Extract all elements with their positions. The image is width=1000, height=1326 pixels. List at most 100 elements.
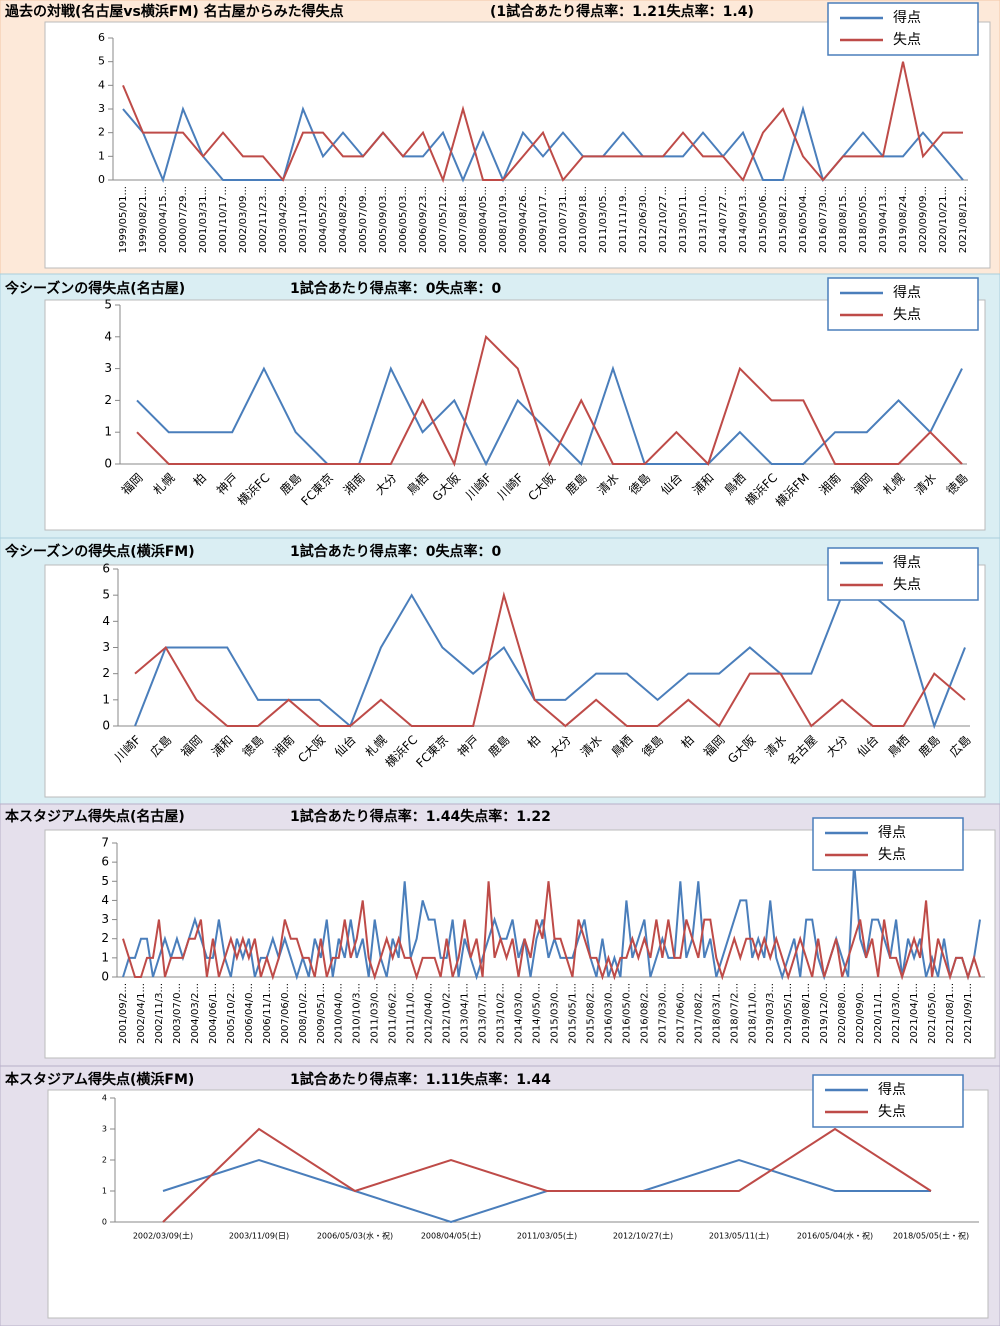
chart-title: 本スタジアム得失点(横浜FM) bbox=[5, 1071, 194, 1088]
x-tick-label: 2003/04/29... bbox=[278, 186, 289, 253]
y-tick-label: 3 bbox=[104, 361, 112, 375]
x-tick-label: 2013/11/10... bbox=[698, 186, 709, 253]
y-tick-label: 7 bbox=[101, 836, 109, 850]
x-tick-label: 2021/05/0... bbox=[927, 983, 938, 1044]
chart-subtitle: 1試合あたり得点率：0失点率：0 bbox=[290, 280, 501, 297]
x-tick-label: 2020/08/0... bbox=[837, 983, 848, 1044]
x-tick-label: 2009/05/1... bbox=[316, 983, 327, 1044]
x-tick-label: 2017/03/0... bbox=[657, 983, 668, 1044]
x-tick-label: 2019/04/13... bbox=[878, 186, 889, 253]
x-tick-label: 2008/10/19... bbox=[498, 186, 509, 253]
x-tick-label: 2013/05/11(土) bbox=[709, 1231, 769, 1241]
x-tick-label: 2019/03/3... bbox=[765, 983, 776, 1044]
x-tick-label: 2011/03/05(土) bbox=[517, 1231, 577, 1241]
x-tick-label: 2012/04/0... bbox=[424, 983, 435, 1044]
x-tick-label: 2009/10/17... bbox=[538, 186, 549, 253]
plot-area bbox=[47, 1089, 989, 1319]
y-tick-label: 4 bbox=[102, 614, 110, 628]
x-tick-label: 2003/07/0... bbox=[172, 983, 183, 1044]
x-tick-label: 2016/08/2... bbox=[639, 983, 650, 1044]
chart-title: 過去の対戦(名古屋vs横浜FM) 名古屋からみた得失点 bbox=[4, 3, 344, 20]
legend-box bbox=[827, 547, 979, 601]
legend-label: 得点 bbox=[878, 824, 906, 841]
x-tick-label: 2017/06/0... bbox=[675, 983, 686, 1044]
x-tick-label: 1999/05/01... bbox=[118, 186, 129, 253]
x-tick-label: 2012/10/27... bbox=[658, 186, 669, 253]
x-tick-label: 2000/04/15... bbox=[158, 186, 169, 253]
x-tick-label: 2018/05/05(土・祝) bbox=[893, 1231, 969, 1241]
y-tick-label: 2 bbox=[102, 1156, 107, 1165]
legend-label: 失点 bbox=[893, 32, 921, 48]
x-tick-label: 2002/04/1... bbox=[136, 983, 147, 1044]
x-tick-label: 1999/08/21... bbox=[138, 186, 149, 253]
x-tick-label: 2006/09/23... bbox=[418, 186, 429, 253]
y-tick-label: 1 bbox=[98, 149, 105, 162]
x-tick-label: 2012/10/27(土) bbox=[613, 1231, 673, 1241]
x-tick-label: 2007/08/18... bbox=[458, 186, 469, 253]
series-line bbox=[122, 61, 963, 184]
x-tick-label: 2013/10/2... bbox=[496, 983, 507, 1044]
x-tick-label: 2020/09/0... bbox=[855, 983, 866, 1044]
y-tick-label: 0 bbox=[101, 970, 109, 984]
x-tick-label: 2007/06/0... bbox=[280, 983, 291, 1044]
y-tick-label: 1 bbox=[102, 1187, 107, 1196]
legend-label: 得点 bbox=[893, 284, 921, 301]
x-tick-label: 2012/10/2... bbox=[442, 983, 453, 1044]
x-tick-label: 2004/06/1... bbox=[208, 983, 219, 1044]
y-tick-label: 3 bbox=[98, 102, 105, 115]
x-tick-label: 2020/11/1... bbox=[873, 983, 884, 1044]
y-tick-label: 0 bbox=[98, 173, 105, 186]
y-tick-label: 0 bbox=[102, 1218, 107, 1227]
x-tick-label: 2011/06/2... bbox=[388, 983, 399, 1044]
x-tick-label: 2015/08/12... bbox=[778, 186, 789, 253]
x-tick-label: 2014/07/27... bbox=[718, 186, 729, 253]
x-tick-label: 2005/10/2... bbox=[226, 983, 237, 1044]
x-tick-label: 2014/03/0... bbox=[514, 983, 525, 1044]
y-tick-label: 0 bbox=[102, 719, 110, 733]
y-tick-label: 2 bbox=[101, 931, 109, 945]
y-tick-label: 1 bbox=[101, 950, 109, 964]
y-tick-label: 3 bbox=[101, 912, 109, 926]
x-tick-label: 2019/12/0... bbox=[819, 983, 830, 1044]
x-tick-label: 2002/11/23... bbox=[258, 186, 269, 253]
x-tick-label: 2001/10/17... bbox=[218, 186, 229, 253]
x-tick-label: 2006/05/03(水・祝) bbox=[317, 1231, 393, 1241]
x-tick-label: 2016/07/30... bbox=[818, 186, 829, 253]
chart-title: 今シーズンの得失点(横浜FM) bbox=[4, 543, 195, 560]
x-tick-label: 2016/05/04(水・祝) bbox=[797, 1231, 873, 1241]
x-tick-label: 2021/03/0... bbox=[891, 983, 902, 1044]
x-tick-label: 2001/03/31... bbox=[198, 186, 209, 253]
x-tick-label: 2010/04/0... bbox=[334, 983, 345, 1044]
x-tick-label: 2021/09/1... bbox=[963, 983, 974, 1044]
x-tick-label: 2016/03/0... bbox=[603, 983, 614, 1044]
x-tick-label: 2000/07/29... bbox=[178, 186, 189, 253]
x-tick-label: 2015/03/0... bbox=[549, 983, 560, 1044]
legend-label: 失点 bbox=[893, 307, 921, 323]
legend-box bbox=[827, 277, 979, 331]
y-tick-label: 4 bbox=[102, 1094, 107, 1103]
x-tick-label: 2004/03/2... bbox=[190, 983, 201, 1044]
x-tick-label: 2011/03/05... bbox=[598, 186, 609, 253]
chart-title: 今シーズンの得失点(名古屋) bbox=[4, 280, 185, 297]
x-tick-label: 2013/05/11... bbox=[678, 186, 689, 253]
plot-area bbox=[44, 299, 986, 531]
x-tick-label: 2020/10/21... bbox=[938, 186, 949, 253]
x-tick-label: 2018/05/05... bbox=[858, 186, 869, 253]
x-tick-label: 2013/04/1... bbox=[460, 983, 471, 1044]
x-tick-label: 2008/10/2... bbox=[298, 983, 309, 1044]
y-tick-label: 3 bbox=[102, 640, 110, 654]
x-tick-label: 2001/09/2... bbox=[118, 983, 129, 1044]
series-line bbox=[162, 1127, 932, 1223]
y-tick-label: 6 bbox=[102, 562, 110, 576]
y-tick-label: 5 bbox=[102, 588, 110, 602]
x-tick-label: 2020/09/09... bbox=[918, 186, 929, 253]
x-tick-label: 2014/05/0... bbox=[532, 983, 543, 1044]
x-tick-label: 2003/11/09(日) bbox=[229, 1232, 289, 1241]
x-tick-label: 2008/04/05... bbox=[478, 186, 489, 253]
x-tick-label: 2011/11/19... bbox=[618, 186, 629, 253]
y-tick-label: 5 bbox=[104, 298, 112, 312]
x-tick-label: 2003/11/09... bbox=[298, 186, 309, 253]
chart-subtitle: (1試合あたり得点率：1.21失点率：1.4) bbox=[490, 3, 754, 20]
x-tick-label: 2006/04/0... bbox=[244, 983, 255, 1044]
